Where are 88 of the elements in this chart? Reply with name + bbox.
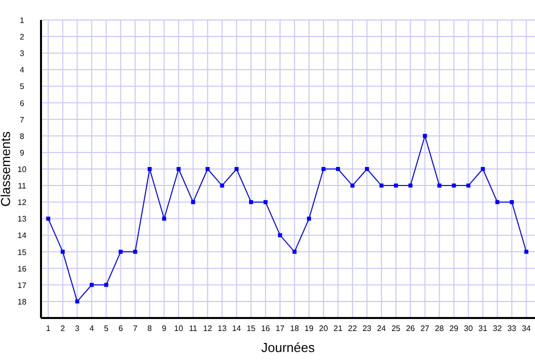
point (379, 184, 384, 188)
point (220, 184, 224, 188)
y-tick-label: 11 (18, 182, 27, 191)
point (350, 184, 354, 188)
x-tick-label: 8 (147, 324, 152, 333)
x-tick-label: 12 (203, 324, 213, 333)
y-tick-label: 1 (20, 16, 25, 25)
point (307, 216, 312, 221)
x-tick-label: 16 (261, 324, 271, 333)
x-tick-label: 18 (290, 324, 300, 333)
x-tick-label: 13 (218, 324, 228, 333)
x-tick-label: 33 (507, 324, 517, 333)
x-tick-label: 22 (348, 324, 358, 333)
point (408, 184, 412, 188)
point (90, 282, 94, 287)
y-tick-label: 5 (20, 82, 25, 92)
y-tick-label: 7 (20, 115, 25, 124)
x-tick-label: 6 (118, 324, 124, 333)
y-tick-label: 8 (20, 132, 25, 141)
point (437, 184, 442, 188)
x-tick-label: 9 (162, 324, 167, 333)
point (278, 233, 282, 238)
x-tick-label: 20 (319, 324, 328, 333)
x-tick-label: 30 (464, 324, 474, 333)
y-tick-label: 3 (20, 49, 25, 58)
y-tick-label: 2 (20, 32, 25, 42)
point (495, 200, 500, 204)
point (336, 167, 340, 171)
point (524, 250, 528, 254)
point (394, 184, 398, 188)
x-tick-label: 27 (420, 324, 430, 333)
point (364, 167, 369, 171)
point (104, 282, 108, 287)
y-axis-title: Classements (0, 130, 13, 207)
x-tick-label: 25 (391, 324, 401, 333)
x-tick-label: 17 (276, 324, 286, 333)
x-tick-label: 10 (174, 324, 184, 333)
point (234, 167, 239, 171)
x-axis-title: Journées (261, 340, 316, 355)
y-tick-label: 4 (20, 66, 25, 75)
y-tick-label: 12 (18, 198, 27, 208)
y-tick-label: 15 (18, 248, 27, 257)
x-tick-label: 5 (104, 324, 109, 333)
x-tick-label: 31 (478, 324, 488, 333)
point (191, 200, 196, 204)
x-tick-label: 2 (60, 324, 66, 333)
point (321, 167, 326, 171)
y-tick-label: 10 (18, 165, 27, 174)
point (148, 167, 152, 171)
point (264, 200, 268, 204)
x-tick-label: 24 (376, 324, 386, 333)
point (133, 250, 138, 254)
point (249, 200, 254, 204)
point (60, 250, 65, 254)
point (422, 134, 427, 138)
point (75, 299, 80, 304)
point (206, 167, 210, 171)
point (510, 200, 514, 204)
point (292, 250, 297, 254)
x-tick-label: 4 (89, 324, 94, 333)
y-tick-label: 18 (18, 297, 27, 306)
y-tick-label: 14 (18, 231, 27, 240)
point (452, 184, 456, 188)
point (118, 250, 123, 254)
x-tick-label: 34 (522, 324, 532, 333)
y-tick-label: 16 (18, 264, 27, 274)
x-tick-label: 19 (304, 324, 314, 333)
y-tick-label: 6 (20, 98, 25, 108)
x-tick-label: 11 (188, 324, 198, 333)
x-tick-label: 1 (46, 324, 52, 333)
y-tick-label: 9 (20, 148, 25, 158)
x-tick-label: 23 (362, 324, 372, 333)
x-tick-label: 7 (132, 324, 138, 333)
x-tick-label: 28 (434, 324, 444, 333)
x-tick-label: 21 (334, 324, 343, 333)
x-tick-label: 32 (492, 324, 502, 333)
x-tick-label: 3 (74, 324, 80, 333)
x-tick-label: 29 (449, 324, 459, 333)
y-tick-label: 13 (18, 214, 27, 224)
point (480, 167, 485, 171)
point (466, 184, 470, 188)
point (176, 167, 181, 171)
x-tick-label: 15 (246, 324, 256, 333)
x-tick-label: 26 (406, 324, 416, 333)
point (162, 216, 166, 221)
point (46, 216, 50, 221)
y-tick-label: 17 (18, 280, 27, 290)
x-tick-label: 14 (232, 324, 242, 333)
